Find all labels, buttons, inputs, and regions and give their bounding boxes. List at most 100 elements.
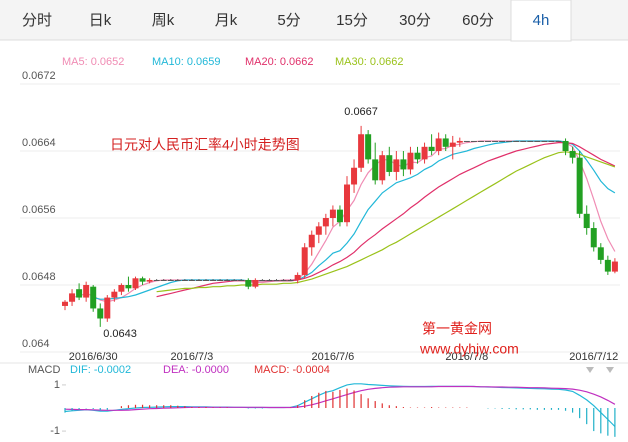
candle-body bbox=[611, 261, 618, 272]
watermark: 第一黄金网 bbox=[422, 321, 492, 337]
tab[interactable]: 5分 bbox=[277, 12, 300, 29]
candle-body bbox=[583, 213, 590, 229]
candle-body bbox=[280, 279, 287, 281]
tab[interactable]: 日k bbox=[89, 12, 112, 29]
candle-body bbox=[111, 291, 118, 298]
candle-body bbox=[590, 228, 597, 248]
candle-body bbox=[69, 293, 76, 302]
tab[interactable]: 分时 bbox=[22, 12, 52, 29]
candle-body bbox=[400, 159, 407, 170]
y-tick-label: 0.0656 bbox=[22, 204, 56, 216]
candle-body bbox=[379, 155, 386, 181]
candle-body bbox=[76, 289, 83, 298]
candle-body bbox=[146, 279, 153, 282]
candle-body bbox=[90, 286, 97, 309]
candle-body bbox=[336, 209, 343, 223]
candle-body bbox=[414, 152, 421, 160]
legend-entry: MACD: -0.0004 bbox=[254, 364, 330, 376]
x-tick-label: 2016/6/30 bbox=[69, 351, 118, 363]
candle-body bbox=[548, 140, 555, 142]
y-tick-label: 0.064 bbox=[22, 338, 50, 350]
candle-body bbox=[301, 247, 308, 275]
candle-body bbox=[231, 279, 238, 281]
candle-body bbox=[287, 279, 294, 281]
tab[interactable]: 30分 bbox=[399, 12, 431, 29]
y-tick-label: 0.0648 bbox=[22, 271, 56, 283]
scroll-arrow[interactable] bbox=[586, 367, 594, 373]
candle-body bbox=[167, 279, 174, 281]
candle-body bbox=[562, 140, 569, 151]
candle-body bbox=[576, 157, 583, 214]
candle-body bbox=[188, 279, 195, 281]
candle-body bbox=[492, 140, 499, 142]
candle-body bbox=[273, 279, 280, 281]
legend-entry: MA5: 0.0652 bbox=[62, 56, 124, 68]
candle-body bbox=[294, 274, 301, 280]
candle-body bbox=[435, 138, 442, 151]
line-series bbox=[156, 142, 616, 298]
candle-body bbox=[477, 140, 484, 142]
candle-body bbox=[153, 279, 160, 281]
legend-entry: MA20: 0.0662 bbox=[245, 56, 314, 68]
legend-entry: MA30: 0.0662 bbox=[335, 56, 404, 68]
candle-body bbox=[160, 279, 167, 281]
candle-body bbox=[252, 279, 259, 287]
active-tab[interactable] bbox=[510, 0, 572, 42]
tab[interactable]: 周k bbox=[152, 12, 175, 29]
candle-body bbox=[604, 259, 611, 272]
x-tick-label: 2016/7/8 bbox=[445, 351, 488, 363]
candle-body bbox=[344, 184, 350, 223]
candle-body bbox=[386, 155, 393, 172]
scroll-arrow[interactable] bbox=[606, 367, 614, 373]
candle-body bbox=[485, 140, 491, 142]
candle-body bbox=[315, 226, 322, 235]
candle-body bbox=[97, 308, 104, 319]
panel-title: MACD bbox=[28, 364, 60, 376]
candle-body bbox=[372, 159, 379, 181]
candle-body bbox=[210, 279, 217, 281]
candle-body bbox=[499, 140, 506, 142]
candle-body bbox=[421, 146, 428, 160]
candle-body bbox=[358, 134, 365, 168]
y-tick-label: -1 bbox=[50, 425, 60, 437]
candle-body bbox=[365, 134, 372, 160]
candle-body bbox=[407, 152, 414, 170]
candle-body bbox=[351, 167, 358, 185]
line-series bbox=[71, 140, 616, 303]
candle-body bbox=[238, 279, 245, 281]
candle-body bbox=[62, 301, 68, 306]
candle-body bbox=[449, 142, 456, 147]
watermark: www.dyhjw.com bbox=[419, 341, 519, 357]
candle-body bbox=[541, 140, 548, 142]
candle-body bbox=[555, 140, 562, 142]
tab[interactable]: 4h bbox=[533, 12, 550, 29]
legend-entry: MA10: 0.0659 bbox=[152, 56, 221, 68]
tab[interactable]: 60分 bbox=[462, 12, 494, 29]
line-series bbox=[156, 151, 616, 293]
tab[interactable]: 15分 bbox=[336, 12, 368, 29]
x-tick-label: 2016/7/3 bbox=[170, 351, 213, 363]
candle-body bbox=[428, 146, 435, 151]
candle-body bbox=[125, 285, 132, 289]
annotation: 0.0643 bbox=[103, 328, 137, 340]
legend-entry: DEA: -0.0000 bbox=[163, 364, 229, 376]
x-tick-label: 2016/7/6 bbox=[311, 351, 354, 363]
candle-body bbox=[534, 140, 541, 142]
candle-body bbox=[527, 140, 534, 142]
candle-body bbox=[308, 234, 315, 248]
candle-body bbox=[266, 279, 273, 281]
candle-body bbox=[513, 140, 520, 142]
tab[interactable]: 月k bbox=[215, 12, 238, 29]
candle-body bbox=[456, 140, 463, 143]
candle-body bbox=[132, 278, 139, 289]
candle-body bbox=[259, 279, 266, 281]
candle-body bbox=[393, 159, 400, 172]
candle-body bbox=[597, 247, 604, 260]
candle-body bbox=[203, 279, 209, 281]
candle-body bbox=[174, 279, 181, 281]
y-tick-label: 0.0672 bbox=[22, 70, 56, 82]
candle-body bbox=[569, 151, 576, 158]
candle-body bbox=[83, 285, 90, 298]
candle-body bbox=[463, 140, 470, 142]
